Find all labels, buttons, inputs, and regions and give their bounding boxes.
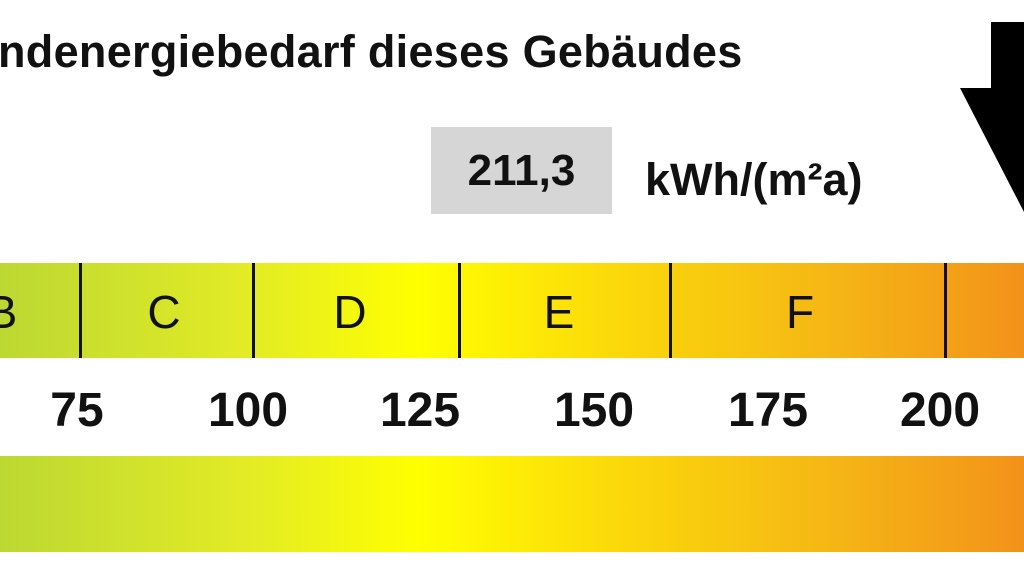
class-label-b: B bbox=[0, 286, 18, 338]
class-label-d: D bbox=[333, 286, 367, 338]
tick-label: 175 bbox=[727, 384, 809, 437]
class-divider bbox=[79, 263, 82, 358]
page-title: ndenergiebedarf dieses Gebäudes bbox=[0, 26, 743, 77]
energy-unit: kWh/(m²a) bbox=[645, 154, 863, 205]
class-label-f: F bbox=[785, 286, 815, 338]
class-divider bbox=[944, 263, 947, 358]
energy-class-bar bbox=[0, 263, 1024, 358]
class-divider bbox=[458, 263, 461, 358]
class-label-c: C bbox=[147, 286, 181, 338]
class-label-e: E bbox=[543, 286, 575, 338]
tick-label: 75 bbox=[50, 384, 104, 437]
tick-label: 125 bbox=[379, 384, 461, 437]
energy-value-box: 211,3 bbox=[431, 127, 612, 214]
tick-label: 150 bbox=[553, 384, 635, 437]
tick-label: 200 bbox=[899, 384, 981, 437]
class-divider bbox=[669, 263, 672, 358]
tick-label: 100 bbox=[207, 384, 289, 437]
energy-gradient-bar bbox=[0, 456, 1024, 552]
class-divider bbox=[252, 263, 255, 358]
